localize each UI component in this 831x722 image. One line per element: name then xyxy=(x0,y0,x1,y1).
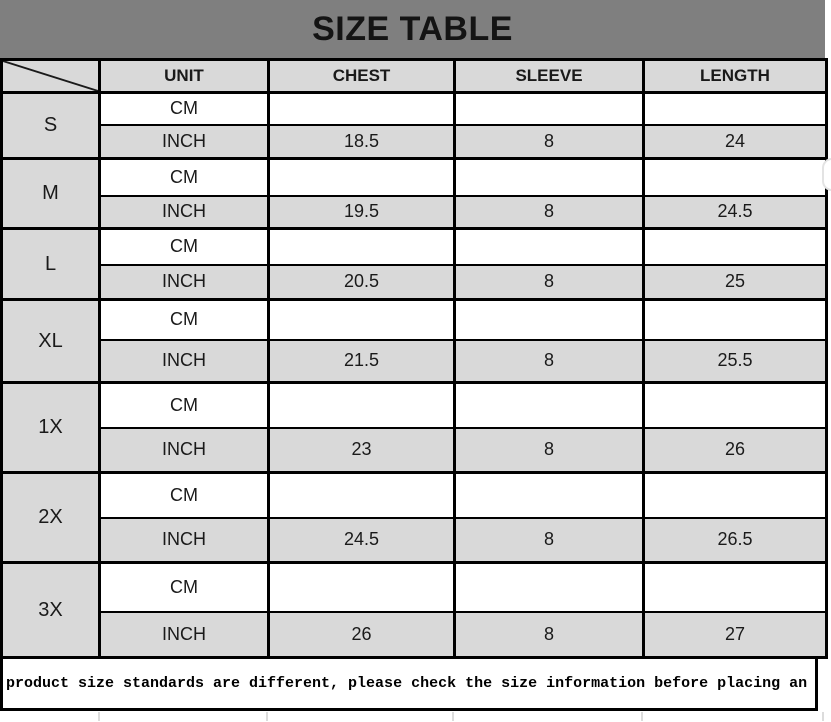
inch-chest-value: 26 xyxy=(267,610,456,659)
unit-cm-label: CM xyxy=(98,471,270,519)
size-label-m: M xyxy=(0,157,101,230)
cm-sleeve-value xyxy=(453,298,645,341)
diagonal-header-cell xyxy=(0,58,101,94)
size-label-xl: XL xyxy=(0,298,101,384)
cm-sleeve-value xyxy=(453,381,645,429)
inch-sleeve-value: 8 xyxy=(453,338,645,384)
grid-line-remnant xyxy=(266,712,268,721)
unit-cm-label: CM xyxy=(98,381,270,429)
table-row: M CM xyxy=(0,157,828,230)
inch-sleeve-value: 8 xyxy=(453,610,645,659)
cm-chest-value xyxy=(267,471,456,519)
cm-chest-value xyxy=(267,381,456,429)
inch-length-value: 27 xyxy=(642,610,828,659)
title-bar: SIZE TABLE xyxy=(0,0,825,58)
table-row: XL CM xyxy=(0,298,828,384)
table-row: 2X CM xyxy=(0,471,828,564)
table-row: INCH 23 8 26 xyxy=(2,426,828,474)
grid-line-remnant xyxy=(452,712,454,721)
table-row: 3X CM xyxy=(0,561,828,659)
table-row: S CM xyxy=(0,91,828,160)
cm-length-value xyxy=(642,471,828,519)
cm-sleeve-value xyxy=(453,91,645,126)
table-row: INCH 19.5 8 24.5 xyxy=(2,194,828,230)
cm-sleeve-value xyxy=(453,227,645,266)
grid-line-remnant xyxy=(641,712,643,721)
inch-length-value: 26.5 xyxy=(642,516,828,564)
table-row: INCH 26 8 27 xyxy=(2,610,828,659)
grid-line-remnant xyxy=(98,712,100,721)
inch-length-value: 25 xyxy=(642,263,828,301)
cm-chest-value xyxy=(267,91,456,126)
inch-length-value: 26 xyxy=(642,426,828,474)
size-label-2x: 2X xyxy=(0,471,101,564)
size-note-text: product size standards are different, pl… xyxy=(6,675,818,692)
column-header-sleeve: SLEEVE xyxy=(453,58,645,94)
cm-length-value xyxy=(642,298,828,341)
cm-sleeve-value xyxy=(453,561,645,613)
cm-length-value xyxy=(642,157,828,197)
table-row: INCH 21.5 8 25.5 xyxy=(2,338,828,384)
inch-chest-value: 21.5 xyxy=(267,338,456,384)
size-table: UNIT CHEST SLEEVE LENGTH S CM INCH 18.5 … xyxy=(0,58,828,659)
cm-sleeve-value xyxy=(453,157,645,197)
inch-length-value: 24 xyxy=(642,123,828,160)
unit-inch-label: INCH xyxy=(98,263,270,301)
size-label-l: L xyxy=(0,227,101,301)
unit-cm-label: CM xyxy=(98,91,270,126)
table-row: L CM xyxy=(0,227,828,301)
cm-sleeve-value xyxy=(453,471,645,519)
table-row: INCH 20.5 8 25 xyxy=(2,263,828,301)
bottom-grid-remnants xyxy=(0,712,831,722)
inch-sleeve-value: 8 xyxy=(453,263,645,301)
column-header-chest: CHEST xyxy=(267,58,456,94)
size-label-1x: 1X xyxy=(0,381,101,474)
unit-cm-label: CM xyxy=(98,298,270,341)
inch-chest-value: 23 xyxy=(267,426,456,474)
header-row: UNIT CHEST SLEEVE LENGTH xyxy=(0,58,828,94)
size-label-s: S xyxy=(0,91,101,160)
cm-chest-value xyxy=(267,298,456,341)
unit-inch-label: INCH xyxy=(98,610,270,659)
diagonal-line-icon xyxy=(4,62,97,90)
table-row: 1X CM xyxy=(0,381,828,474)
unit-inch-label: INCH xyxy=(98,338,270,384)
unit-inch-label: INCH xyxy=(98,426,270,474)
inch-sleeve-value: 8 xyxy=(453,516,645,564)
inch-sleeve-value: 8 xyxy=(453,194,645,230)
inch-chest-value: 19.5 xyxy=(267,194,456,230)
column-header-length: LENGTH xyxy=(642,58,828,94)
inch-sleeve-value: 8 xyxy=(453,426,645,474)
column-header-unit: UNIT xyxy=(98,58,270,94)
inch-sleeve-value: 8 xyxy=(453,123,645,160)
page-title: SIZE TABLE xyxy=(312,9,513,48)
cm-length-value xyxy=(642,227,828,266)
cm-length-value xyxy=(642,381,828,429)
cm-chest-value xyxy=(267,561,456,613)
inch-chest-value: 18.5 xyxy=(267,123,456,160)
size-label-3x: 3X xyxy=(0,561,101,659)
inch-length-value: 25.5 xyxy=(642,338,828,384)
unit-cm-label: CM xyxy=(98,227,270,266)
unit-inch-label: INCH xyxy=(98,123,270,160)
grid-line-remnant xyxy=(822,712,824,721)
cm-chest-value xyxy=(267,227,456,266)
inch-length-value: 24.5 xyxy=(642,194,828,230)
unit-cm-label: CM xyxy=(98,561,270,613)
inch-chest-value: 20.5 xyxy=(267,263,456,301)
cm-length-value xyxy=(642,561,828,613)
table-row: INCH 24.5 8 26.5 xyxy=(2,516,828,564)
size-note-box: product size standards are different, pl… xyxy=(0,656,818,711)
cm-chest-value xyxy=(267,157,456,197)
inch-chest-value: 24.5 xyxy=(267,516,456,564)
clipped-edge-widget-fragment xyxy=(822,158,831,191)
table-row: INCH 18.5 8 24 xyxy=(2,123,828,160)
unit-inch-label: INCH xyxy=(98,194,270,230)
cm-length-value xyxy=(642,91,828,126)
unit-cm-label: CM xyxy=(98,157,270,197)
unit-inch-label: INCH xyxy=(98,516,270,564)
